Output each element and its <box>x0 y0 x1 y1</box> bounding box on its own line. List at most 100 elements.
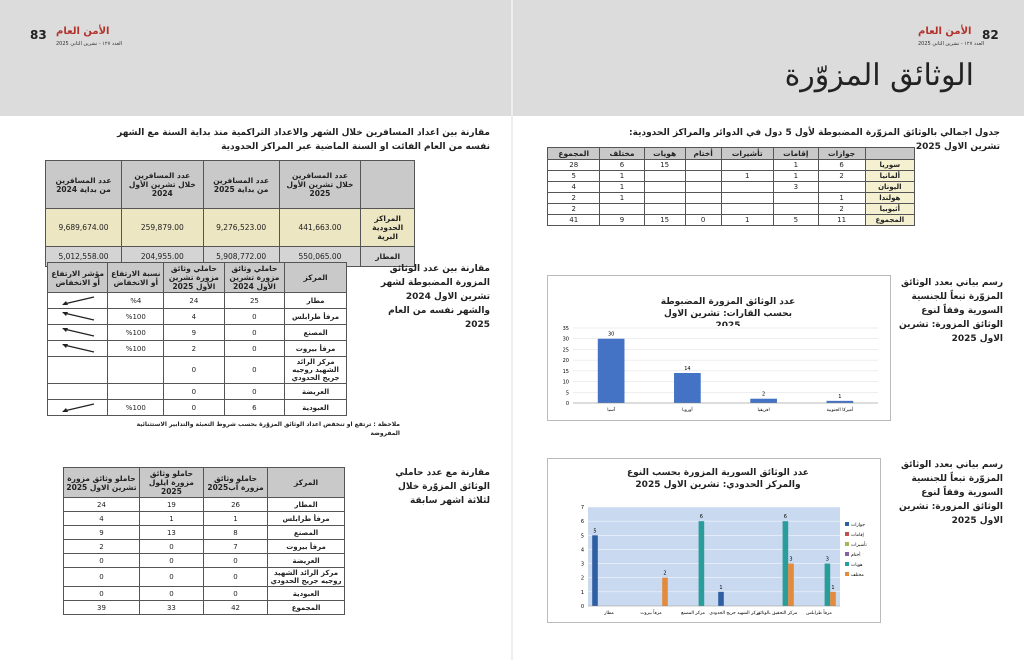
column-header: أختام <box>684 147 722 160</box>
column-header: تأشيرات <box>720 147 775 160</box>
table-cell <box>720 159 775 171</box>
y-tick-label: 0 <box>581 604 584 610</box>
value-label: 1 <box>838 394 841 400</box>
table-cell: 33 <box>138 600 204 615</box>
value-label: 6 <box>700 514 703 520</box>
table-row: مرفأ بيروت 0 2 %100 <box>46 340 347 357</box>
arrow-shaft <box>63 311 94 321</box>
bar <box>750 398 777 403</box>
table-cell: العريضة <box>267 553 345 568</box>
table-row: اليونان 3 1 4 <box>546 181 916 193</box>
x-tick-label: مركز التحقيق بالوثائق <box>757 610 798 616</box>
table-cell: 2 <box>163 340 225 357</box>
chart-description: رسم بياني بعدد الوثائق المزوّرة تبعاً لل… <box>898 460 1003 526</box>
column-header: المجموع <box>546 147 601 160</box>
table-cell: ألمانيا <box>864 170 916 182</box>
table-cell: المطار <box>360 246 415 267</box>
travelers-table: عدد المسافرين خلال تشرين الأول 2025 عدد ا… <box>45 160 415 267</box>
column-header: حاملو وثائق مزورة آب2025 <box>202 467 269 498</box>
bar <box>592 535 598 606</box>
table-cell <box>599 203 645 215</box>
table-cell <box>643 203 686 215</box>
table-row: مرفأ بيروت 7 0 2 <box>63 539 345 554</box>
table-cell <box>684 203 722 215</box>
table-cell: مرفأ طرابلس <box>284 308 347 325</box>
y-tick-label: 20 <box>563 358 569 364</box>
table-cell <box>817 181 866 193</box>
section-intro: مقارنة مع عدد حاملي الوثائق المزوّرة خلا… <box>395 468 490 506</box>
table-cell: 0 <box>684 214 722 226</box>
table-row: ألمانيا 2 1 1 1 5 <box>546 170 916 182</box>
x-tick-label: أميركا الجنوبية <box>827 406 854 413</box>
table-cell: 0 <box>223 324 286 341</box>
bar <box>830 591 836 606</box>
table-cell: 0 <box>138 586 204 601</box>
column-header: نسبة الارتفاع أو الانخفاض <box>107 262 165 293</box>
chart-title: عدد الوثائق السورية المزورة بحسب النوع و… <box>627 468 809 490</box>
table-cell: 3 <box>773 181 819 193</box>
table-cell: 19 <box>138 497 204 512</box>
arrow-shaft <box>63 402 94 412</box>
table-cell: 41 <box>546 214 601 226</box>
table-cell <box>684 159 722 171</box>
table-cell: 0 <box>138 539 204 554</box>
y-tick-label: 30 <box>563 337 569 343</box>
y-tick-label: 10 <box>563 380 569 386</box>
page-number: 83 <box>30 28 47 42</box>
table-cell: 1 <box>720 170 775 182</box>
bar <box>826 400 854 403</box>
table-cell: اليونان <box>864 181 916 193</box>
trend-arrow <box>61 327 94 337</box>
arrow-head <box>61 300 68 305</box>
column-header: المركز <box>284 262 347 293</box>
arrow-head <box>61 407 68 412</box>
table-cell: 9 <box>163 324 225 341</box>
table-cell: 0 <box>163 356 225 384</box>
table-cell: 0 <box>202 567 269 587</box>
indicator-cell <box>46 324 109 341</box>
table-cell: المجموع <box>267 600 345 615</box>
table-caption: جدول اجمالي بالوثائق المزوّرة المضبوطة ل… <box>629 128 1000 152</box>
column-header: مختلف <box>599 147 645 160</box>
column-header: جوازات <box>817 147 866 160</box>
table-cell: 5,012,558.00 <box>45 246 122 267</box>
arrow-head <box>61 327 68 332</box>
table-cell: %100 <box>107 308 165 325</box>
table-cell <box>643 192 686 204</box>
table-cell: 0 <box>63 567 140 587</box>
table-cell: 0 <box>63 586 140 601</box>
table-cell: المراكز الحدودية البرية <box>360 208 415 247</box>
column-header: عدد المسافرين خلال تشرين الأول 2024 <box>121 160 204 209</box>
x-tick-label: افريقيا <box>758 408 770 413</box>
x-tick-label: مطار <box>603 611 614 616</box>
table-cell: 1 <box>599 170 645 182</box>
table-cell: 15 <box>643 159 686 171</box>
table-cell: 11 <box>817 214 866 226</box>
table-cell: 1 <box>773 159 819 171</box>
bar <box>674 373 701 403</box>
table-cell: مرفأ بيروت <box>267 539 345 554</box>
value-label: 30 <box>608 332 614 338</box>
indicator-cell <box>46 292 109 309</box>
title-holder: عدد الوثائق المزورة المضبوطة بحسب القارا… <box>661 297 796 326</box>
value-label: 5 <box>593 528 596 534</box>
table-cell: 28 <box>546 159 601 171</box>
table-row: المصنع 0 9 %100 <box>46 324 347 341</box>
brand: الأمن العام <box>918 26 972 37</box>
table-cell <box>684 181 722 193</box>
table-cell: %100 <box>107 324 165 341</box>
table-cell: العبودية <box>284 399 347 416</box>
table-cell: مركز الرائد الشهيد روجيه جريج الحدودي <box>284 356 347 384</box>
table-cell: 0 <box>163 399 225 416</box>
table-cell: 6 <box>223 399 286 416</box>
value-label: 3 <box>789 557 792 563</box>
table-cell: 7 <box>202 539 269 554</box>
page-title: الوثائق المزوّرة <box>784 58 974 93</box>
legend-label: أختام <box>851 551 861 558</box>
indicator-cell <box>46 399 109 416</box>
legend-label: مختلف <box>851 573 864 578</box>
table-row: العريضة 0 0 <box>46 383 347 400</box>
table-cell <box>684 192 722 204</box>
value-label: 6 <box>784 514 787 520</box>
